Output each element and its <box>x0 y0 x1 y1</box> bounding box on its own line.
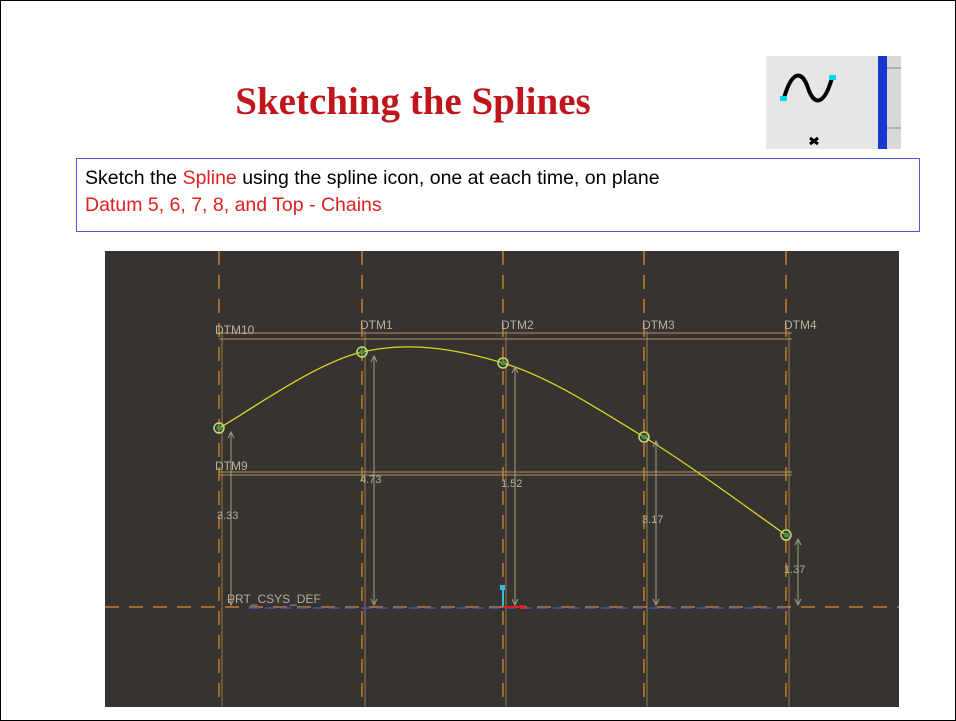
sketch-view: DTM10 DTM1 DTM2 DTM3 DTM4DTM9PRT_CSYS_DEF3.3… <box>105 251 899 707</box>
spline-point <box>356 346 368 358</box>
datum-label: DTM10 <box>215 323 255 337</box>
dimension-arrow <box>652 439 660 607</box>
datum-label: DTM4 <box>784 318 817 332</box>
instruction-text: Spline <box>182 167 237 189</box>
spline-point-core <box>359 349 365 355</box>
dimension-label: 4.73 <box>360 474 381 486</box>
dimension-arrow <box>370 354 378 607</box>
instruction-line: Sketch the Spline using the spline icon,… <box>85 165 911 192</box>
instruction-box: Sketch the Spline using the spline icon,… <box>76 158 920 232</box>
csys-marker <box>520 605 525 609</box>
dimension-label: 3.17 <box>642 514 663 526</box>
sketch-geometry: DTM10 DTM1 DTM2 DTM3 DTM4DTM9PRT_CSYS_DEF3.3… <box>105 251 899 707</box>
datum-label: DTM3 <box>642 318 675 332</box>
spline-point <box>780 529 792 541</box>
spline-icon <box>766 56 901 149</box>
spline-point-core <box>216 425 222 431</box>
instruction-line: Datum 5, 6, 7, 8, and Top - Chains <box>85 192 911 219</box>
spline-point-core <box>783 532 789 538</box>
dimension-arrow <box>511 365 519 607</box>
icon-art <box>766 56 901 149</box>
slide-title: Sketching the Splines <box>235 80 591 123</box>
dimension-label: 1.37 <box>784 564 805 576</box>
instruction-text: Datum 5, 6, 7, 8, and Top - Chains <box>85 194 382 216</box>
spline-point <box>213 422 225 434</box>
spline-point <box>497 357 509 369</box>
csys-label: PRT_CSYS_DEF <box>227 592 321 606</box>
instruction-text: Sketch the <box>85 167 183 189</box>
csys-marker <box>500 585 505 590</box>
spline-point-core <box>500 360 506 366</box>
instruction-text: using the spline icon, one at each time,… <box>236 167 660 189</box>
spline-point <box>638 431 650 443</box>
datum-label: DTM2 <box>501 318 534 332</box>
datum-label: DTM1 <box>360 318 393 332</box>
dimension-arrow <box>227 430 235 607</box>
dimension-arrow <box>794 537 802 607</box>
dimension-label: 1.52 <box>501 478 522 490</box>
dimension-label: 3.33 <box>217 510 238 522</box>
spline-point-core <box>641 434 647 440</box>
